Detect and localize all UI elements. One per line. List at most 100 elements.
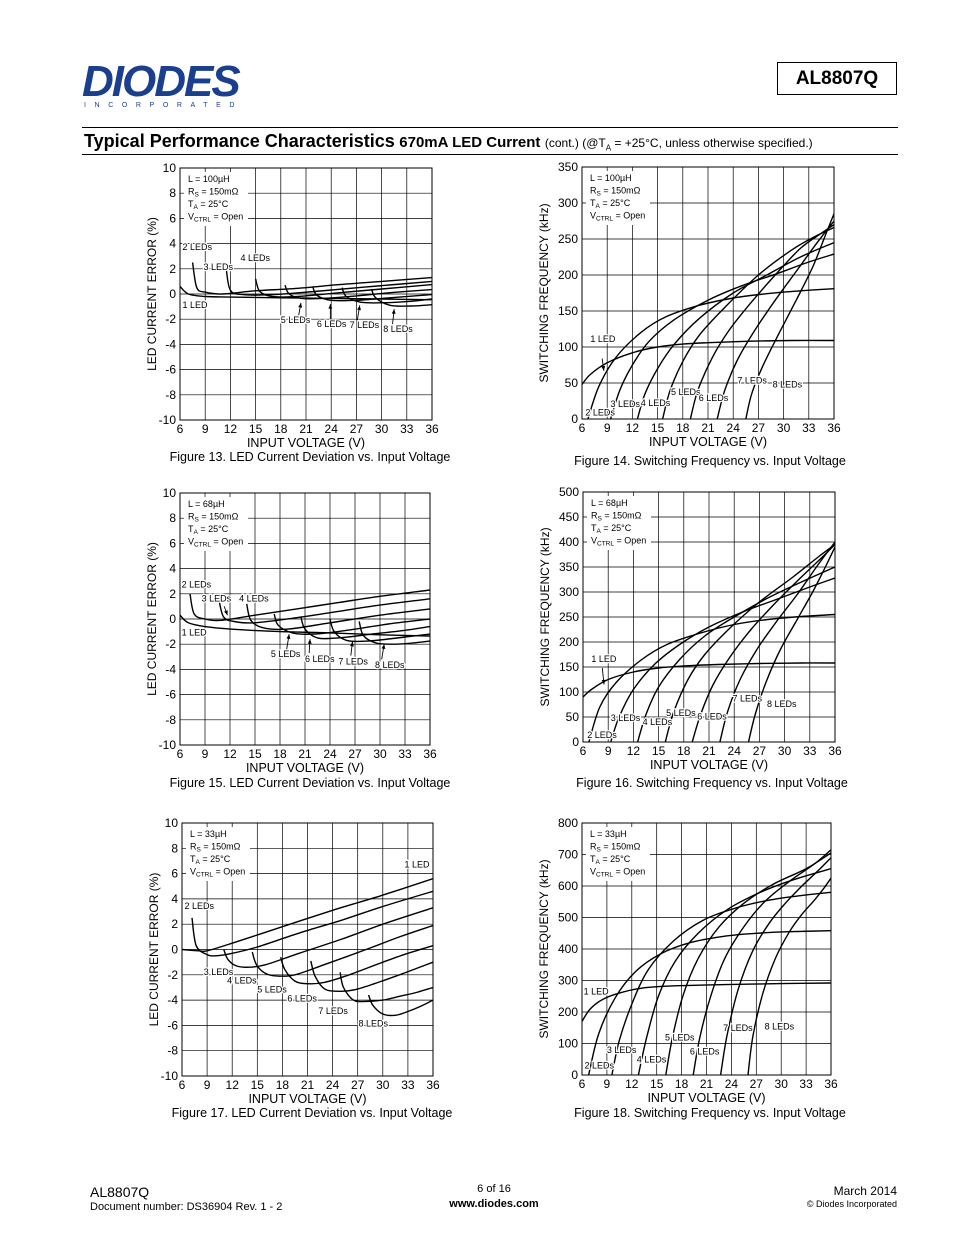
footer-date: March 2014 [833,1184,897,1198]
condition-line: TA = 25°C [188,199,229,211]
series-line-3-leds [225,268,432,296]
x-tick-label: 21 [701,421,715,435]
series-line-2-leds [587,288,834,419]
series-label: 7 LEDs [737,376,767,386]
chart-figure-14: 6 9 12 15 18 21 24 27 30 33 36 0 50 100 150 200 250 300 35… [530,160,841,450]
fig14-svg: 6 9 12 15 18 21 24 27 30 33 36 0 50 100 150 200 250 300 35… [537,160,841,449]
series-label: 5 LEDs [281,315,311,325]
x-tick-label: 9 [604,1077,611,1091]
series-line-5-leds [661,226,834,419]
series-label: 7 LEDs [338,656,368,666]
series-label: 3 LEDs [204,262,234,272]
series-label: 1 LED [183,300,209,310]
y-tick-label: 200 [558,1005,578,1019]
series-line-1-led [582,982,831,1022]
series-line-1-led [180,614,430,637]
logo-subtext: INCORPORATED [84,102,244,109]
x-tick-label: 36 [827,421,841,435]
condition-line: TA = 25°C [190,854,231,866]
series-line-5-leds [280,945,433,985]
x-axis-label: INPUT VOLTAGE (V) [247,436,365,450]
series-label: 5 LEDs [666,708,696,718]
series-line-5-leds [664,543,835,742]
series-label: 6 LEDs [699,393,729,403]
series-line-8-leds [370,288,432,307]
x-tick-label: 36 [828,744,842,758]
series-line-2-leds [588,613,835,742]
series-line-3-leds [217,596,430,624]
y-tick-label: -2 [165,637,176,651]
x-tick-label: 33 [400,422,414,436]
x-tick-label: 18 [273,747,287,761]
footer-url[interactable]: www.diodes.com [449,1198,539,1210]
x-tick-label: 36 [824,1077,838,1091]
condition-line: RS = 150mΩ [591,511,642,523]
series-line-7-leds [716,220,834,419]
x-tick-label: 6 [580,744,587,758]
caption-figure-18: Figure 18. Switching Frequency vs. Input… [574,1106,846,1120]
series-label: 6 LEDs [305,654,335,664]
y-tick-label: 300 [559,585,579,599]
series-line-7-leds [339,972,433,1003]
x-tick-label: 30 [777,421,791,435]
y-tick-label: -4 [165,662,176,676]
x-tick-label: 24 [323,747,337,761]
y-tick-label: 50 [565,376,579,390]
chart-figure-16: 6 9 12 15 18 21 24 27 30 33 36 0 50 100 150 200 250 300 35… [530,485,842,775]
y-tick-label: 500 [558,911,578,925]
y-tick-label: 8 [171,841,178,855]
x-tick-label: 12 [626,421,640,435]
condition-line: RS = 150mΩ [590,842,641,854]
x-tick-label: 36 [425,422,439,436]
series-line-4-leds [254,278,432,298]
x-tick-label: 18 [675,1077,689,1091]
series-label: 5 LEDs [257,985,287,995]
y-tick-label: 2 [171,917,178,931]
y-axis-label: SWITCHING FREQUENCY (kHz) [537,859,551,1038]
series-line-1-led [582,339,834,385]
series-label: 8 LEDs [767,699,797,709]
y-tick-label: 400 [558,942,578,956]
condition-line: TA = 25°C [188,524,229,536]
header-rule-top [82,127,898,128]
condition-line: VCTRL = Open [590,867,645,879]
diodes-logo: DIODES INCORPORATED [82,60,257,110]
y-tick-label: 8 [169,511,176,525]
y-tick-label: -10 [159,413,177,427]
y-tick-label: 450 [559,510,579,524]
series-label: 2 LEDs [182,580,212,590]
y-tick-label: 600 [558,879,578,893]
series-line-2-leds [189,589,430,622]
series-line-7-leds [719,541,835,742]
y-tick-label: -6 [167,1018,178,1032]
annotation-arrow [223,606,228,616]
y-tick-label: 6 [169,536,176,550]
y-tick-label: 4 [169,562,176,576]
series-line-3-leds [609,253,834,419]
y-tick-label: 0 [571,412,578,426]
x-tick-label: 15 [251,1078,265,1092]
chart-figure-15: 6 9 12 15 18 21 24 27 30 33 36 -10 -8 -6 -4 -2 0 2 4 6 8 10 IN… [140,485,440,775]
condition-line: TA = 25°C [590,198,631,210]
series-line-8-leds [367,994,433,1017]
x-tick-label: 9 [202,422,209,436]
x-tick-label: 6 [579,421,586,435]
series-line-4-leds [251,924,433,977]
series-line-1-led [583,662,835,698]
cond-post: = +25°C, unless otherwise specified.) [611,136,813,150]
y-tick-label: 8 [169,186,176,200]
y-tick-label: -8 [167,1044,178,1058]
x-tick-label: 6 [177,747,184,761]
condition-line: TA = 25°C [590,854,631,866]
series-label: 1 LED [182,627,208,637]
footer-part: AL8807Q [90,1184,150,1200]
series-label: 8 LEDs [375,660,405,670]
series-line-7-leds [341,287,432,304]
series-line-2-leds [191,890,433,957]
series-label: 2 LEDs [584,1061,614,1071]
fig13-svg: 6 9 12 15 18 21 24 27 30 33 36-10-8-6-4-20246810IN… [145,161,439,450]
series-line-6-leds [312,286,432,302]
x-tick-label: 9 [204,1078,211,1092]
